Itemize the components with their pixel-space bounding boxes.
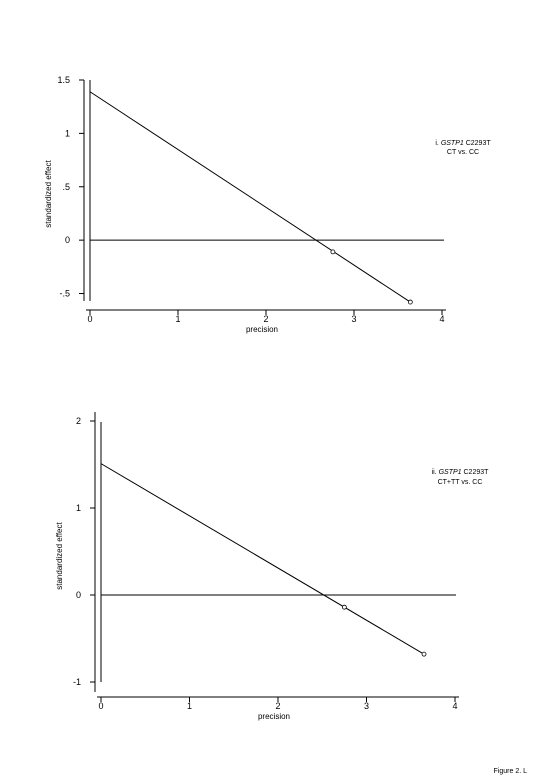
x-tick-label: 0 — [87, 314, 92, 324]
y-tick-label: 1 — [76, 503, 81, 513]
x-tick-label: 1 — [175, 314, 180, 324]
x-tick-label: 0 — [98, 701, 103, 711]
annotation-prefix: ii. — [432, 469, 439, 476]
data-point — [421, 651, 427, 657]
x-tick-label: 4 — [439, 314, 444, 324]
y-tick-label: 1 — [65, 128, 70, 138]
annotation-prefix: i. — [435, 140, 440, 147]
annotation-gene: GSTP1 — [441, 140, 464, 147]
x-tick-label: 4 — [452, 701, 457, 711]
x-axis-label: precision — [246, 325, 278, 334]
y-tick-label: -.5 — [59, 289, 70, 299]
annotation-line-1: ii. GSTP1 C2293T — [432, 469, 490, 476]
data-point — [330, 249, 336, 255]
x-tick-label: 3 — [364, 701, 369, 711]
funnel-plot-ii: 2 1 0 -1 0 1 2 3 4 precision standardized effect ii… — [55, 412, 489, 721]
x-tick-label: 3 — [351, 314, 356, 324]
y-tick-label: .5 — [62, 182, 70, 192]
x-tick-label: 2 — [275, 701, 280, 711]
annotation-line-2: CT vs. CC — [447, 149, 479, 156]
regression-line — [100, 463, 425, 655]
y-tick-label: 0 — [65, 235, 70, 245]
y-axis-label: standardized effect — [55, 521, 64, 589]
y-tick-label: 0 — [76, 590, 81, 600]
y-tick-label: 2 — [76, 416, 81, 426]
annotation-gene: GSTP1 — [439, 469, 462, 476]
data-point — [341, 604, 347, 610]
y-tick-label: -1 — [73, 677, 81, 687]
y-tick-label: 1.5 — [57, 75, 70, 85]
annotation-suffix: C2293T — [462, 469, 490, 476]
x-axis-label: precision — [258, 712, 290, 721]
y-axis-label: standardized effect — [44, 159, 53, 227]
annotation-suffix: C2293T — [464, 140, 492, 147]
data-point — [407, 299, 413, 305]
figure-caption: Figure 2. L — [494, 768, 528, 775]
x-tick-label: 2 — [263, 314, 268, 324]
x-tick-label: 1 — [187, 701, 192, 711]
regression-line — [89, 91, 411, 303]
annotation-line-1: i. GSTP1 C2293T — [435, 140, 491, 147]
annotation-line-2: CT+TT vs. CC — [438, 479, 483, 486]
